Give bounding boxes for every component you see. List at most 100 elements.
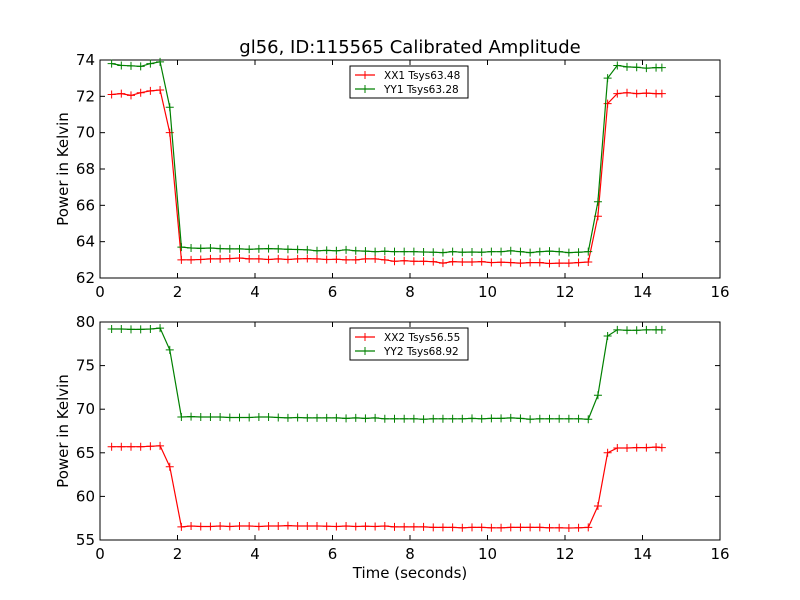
x-tick-label: 0: [95, 283, 105, 301]
y-tick-label: 70: [76, 400, 95, 418]
data-point: [487, 258, 496, 267]
data-point: [177, 243, 186, 252]
data-point: [380, 255, 389, 264]
y-tick-label: 62: [76, 269, 95, 287]
data-point: [477, 257, 486, 266]
data-point: [429, 257, 438, 266]
data-point: [448, 414, 457, 423]
data-point: [584, 415, 593, 424]
data-point: [438, 248, 447, 257]
legend-box: [349, 65, 469, 99]
data-point: [574, 414, 583, 423]
x-tick-label: 8: [405, 545, 415, 563]
data-point: [274, 413, 283, 422]
data-point: [177, 255, 186, 264]
x-tick-label: 10: [478, 545, 497, 563]
data-point: [526, 415, 535, 424]
data-point: [342, 245, 351, 254]
data-point: [187, 255, 196, 264]
data-point: [264, 244, 273, 253]
data-point: [283, 413, 292, 422]
data-point: [487, 414, 496, 423]
data-point: [107, 90, 116, 99]
x-axis-label: Time (seconds): [352, 564, 468, 582]
data-point: [136, 62, 145, 71]
data-point: [206, 254, 215, 263]
data-point: [264, 522, 273, 531]
x-tick-label: 6: [328, 283, 338, 301]
data-point: [468, 414, 476, 423]
data-point: [342, 255, 351, 264]
data-point: [506, 258, 515, 267]
x-tick-label: 14: [633, 283, 652, 301]
data-point: [332, 255, 341, 264]
data-point: [613, 444, 622, 453]
data-point: [516, 523, 525, 532]
data-point: [303, 245, 312, 254]
data-point: [303, 413, 312, 422]
data-point: [196, 244, 205, 253]
data-point: [254, 254, 263, 263]
series-line-xx1: [111, 89, 662, 265]
data-point: [293, 254, 302, 263]
data-point: [623, 62, 631, 71]
data-point: [657, 89, 666, 98]
data-point: [593, 197, 602, 206]
data-point: [313, 522, 321, 531]
data-point: [642, 443, 651, 452]
data-point: [448, 257, 457, 266]
data-point: [535, 258, 544, 267]
x-tick-label: 16: [710, 545, 729, 563]
data-point: [254, 522, 263, 531]
data-point: [235, 413, 244, 422]
data-point: [429, 414, 438, 423]
legend-marker: [361, 333, 369, 341]
data-point: [156, 441, 165, 450]
data-point: [371, 413, 380, 422]
data-point: [245, 413, 254, 422]
data-point: [632, 63, 641, 72]
data-point: [409, 522, 418, 531]
x-tick-label: 14: [633, 545, 652, 563]
data-point: [206, 413, 215, 422]
data-point: [380, 414, 389, 423]
x-tick-label: 2: [173, 283, 183, 301]
data-point: [448, 523, 457, 532]
data-point: [390, 247, 399, 256]
data-point: [283, 255, 292, 264]
data-point: [361, 522, 370, 531]
data-point: [254, 244, 263, 253]
data-point: [657, 63, 666, 72]
data-point: [497, 258, 506, 267]
data-point: [438, 259, 447, 268]
data-point: [603, 74, 612, 83]
data-point: [535, 247, 544, 256]
data-point: [458, 523, 467, 532]
data-point: [235, 522, 244, 531]
y-tick-label: 68: [76, 160, 95, 178]
data-point: [632, 89, 641, 98]
data-point: [584, 523, 593, 532]
data-point: [196, 413, 205, 422]
data-point: [187, 412, 196, 421]
data-point: [613, 89, 622, 98]
data-point: [574, 258, 583, 267]
data-point: [293, 413, 302, 422]
x-tick-label: 12: [555, 545, 574, 563]
data-point: [623, 326, 631, 335]
data-point: [409, 414, 418, 423]
data-point: [419, 257, 428, 266]
series-line-yy2: [111, 327, 662, 420]
data-point: [177, 413, 186, 422]
data-point: [303, 522, 312, 531]
data-point: [623, 444, 631, 453]
data-point: [146, 59, 155, 68]
legend-entry: XX2 Tsys56.55: [384, 332, 460, 344]
data-point: [206, 522, 215, 531]
data-point: [245, 522, 254, 531]
data-point: [487, 247, 496, 256]
data-point: [107, 324, 116, 333]
data-point: [603, 448, 612, 457]
